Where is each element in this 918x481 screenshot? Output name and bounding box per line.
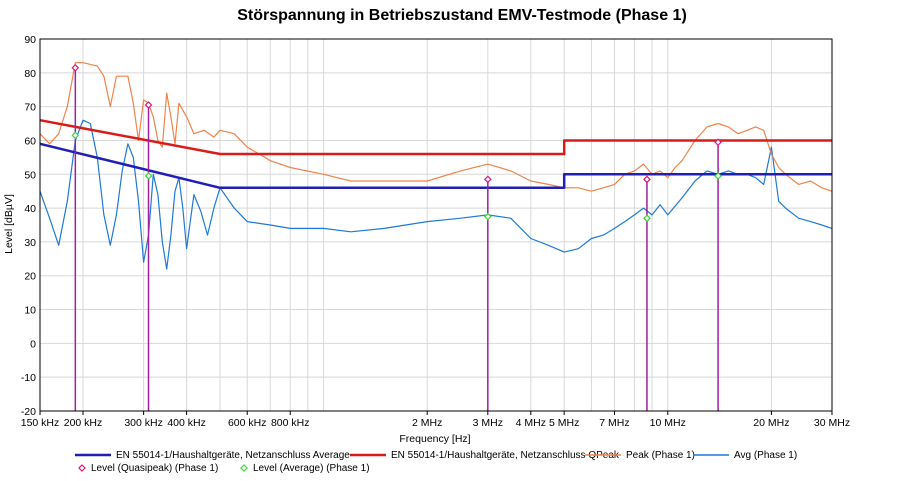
series-line-3 [39, 62, 833, 192]
legend: EN 55014-1/Haushaltgeräte, Netzanschluss… [75, 450, 797, 474]
legend-swatch-marker-2 [240, 464, 248, 472]
legend-label: Level (Quasipeak) (Phase 1) [91, 463, 218, 474]
legend-label: EN 55014-1/Haushaltgeräte, Netzanschluss… [391, 450, 620, 461]
qp-level-marker [71, 63, 80, 72]
legend-label: EN 55014-1/Haushaltgeräte, Netzanschluss… [116, 450, 350, 461]
legend-label: Peak (Phase 1) [626, 450, 695, 461]
y-tick-label: 0 [30, 338, 36, 350]
x-tick-label: 600 kHz [228, 417, 267, 429]
legend-label: Avg (Phase 1) [734, 450, 797, 461]
x-tick-label: 4 MHz [516, 417, 546, 429]
x-tick-label: 800 kHz [271, 417, 310, 429]
x-tick-label: 10 MHz [650, 417, 686, 429]
chart-title: Störspannung in Betriebszustand EMV-Test… [237, 7, 687, 24]
x-axis-ticks: 150 kHz 200 kHz 300 kHz 400 kHz 600 kHz 800 k… [21, 411, 850, 429]
marker-layer [71, 63, 722, 411]
series-layer [39, 62, 833, 270]
y-axis-label: Level [dBµV] [3, 194, 15, 254]
y-tick-label: 70 [24, 102, 36, 114]
x-tick-label: 30 MHz [814, 417, 850, 429]
x-tick-label: 2 MHz [412, 417, 442, 429]
avg-level-marker [71, 131, 80, 140]
x-tick-label: 5 MHz [549, 417, 579, 429]
qp-level-marker [144, 101, 153, 109]
y-tick-label: -10 [21, 372, 36, 384]
grid [40, 38, 833, 412]
x-tick-label: 3 MHz [473, 417, 503, 429]
x-tick-label: 400 kHz [167, 417, 206, 429]
x-tick-label: 150 kHz [21, 417, 60, 429]
qp-level-marker [643, 175, 651, 184]
legend-label: Level (Average) (Phase 1) [253, 463, 370, 474]
legend-swatch-marker-1 [78, 464, 86, 472]
y-tick-label: 80 [24, 68, 36, 80]
y-tick-label: 10 [24, 305, 36, 317]
qp-level-marker [714, 138, 722, 146]
y-tick-label: 30 [24, 237, 36, 249]
y-tick-label: 20 [24, 271, 36, 283]
plot-area-border [39, 38, 833, 412]
series-line-1 [39, 142, 832, 190]
avg-level-marker [483, 212, 492, 221]
qp-level-marker [483, 175, 492, 184]
x-tick-label: 20 MHz [753, 417, 789, 429]
y-tick-label: 60 [24, 135, 36, 147]
y-axis-ticks: 90 80 70 60 50 40 30 20 10 0 -10 -20 [21, 34, 36, 418]
y-tick-label: 90 [24, 34, 36, 46]
series-line-2 [39, 118, 832, 156]
avg-level-marker [144, 172, 153, 180]
y-tick-label: 50 [24, 169, 36, 181]
avg-level-marker [714, 172, 722, 180]
x-tick-label: 7 MHz [599, 417, 629, 429]
y-tick-label: 40 [24, 203, 36, 215]
x-axis-label: Frequency [Hz] [399, 433, 470, 445]
x-tick-label: 200 kHz [64, 417, 103, 429]
avg-level-marker [643, 214, 651, 223]
x-tick-label: 300 kHz [124, 417, 163, 429]
y-tick-label: -20 [21, 406, 36, 418]
